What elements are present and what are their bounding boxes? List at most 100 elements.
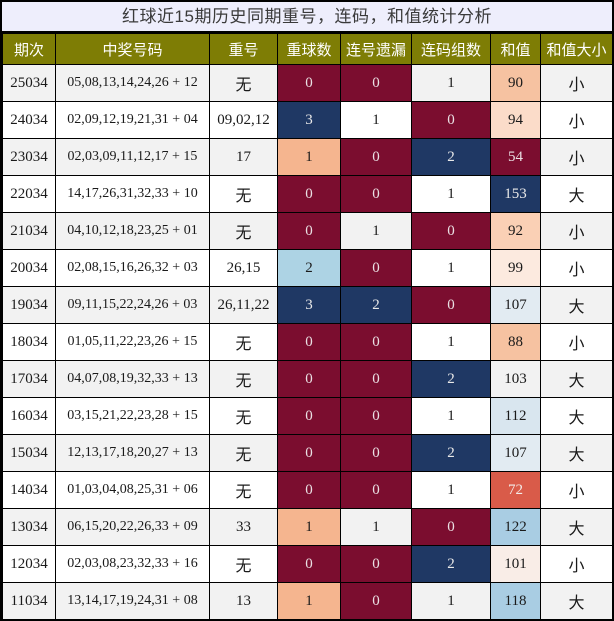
consecutive-miss-cell: 0 — [340, 64, 412, 102]
repeat-numbers-cell: 无 — [209, 434, 278, 472]
repeat-numbers-cell: 33 — [209, 508, 278, 546]
consecutive-groups-cell: 0 — [411, 286, 491, 324]
table-row: 22034 14,17,26,31,32,33 + 10 无 0 0 1 153 大 — [2, 175, 613, 213]
header-consecutive-miss: 连号遗漏 — [340, 33, 412, 65]
consecutive-miss-cell: 0 — [340, 434, 412, 472]
repeat-count-cell: 3 — [277, 101, 341, 139]
repeat-count-cell: 1 — [277, 508, 341, 546]
consecutive-miss-cell: 0 — [340, 323, 412, 361]
repeat-count-cell: 3 — [277, 286, 341, 324]
period-cell: 17034 — [2, 360, 56, 398]
repeat-numbers-cell: 无 — [209, 360, 278, 398]
period-cell: 25034 — [2, 64, 56, 102]
period-cell: 12034 — [2, 545, 56, 583]
repeat-count-cell: 0 — [277, 545, 341, 583]
consecutive-groups-cell: 1 — [411, 323, 491, 361]
consecutive-groups-cell: 1 — [411, 582, 491, 620]
sum-cell: 90 — [490, 64, 541, 102]
consecutive-miss-cell: 0 — [340, 249, 412, 287]
repeat-numbers-cell: 无 — [209, 471, 278, 509]
consecutive-groups-cell: 1 — [411, 471, 491, 509]
period-cell: 13034 — [2, 508, 56, 546]
consecutive-miss-cell: 0 — [340, 397, 412, 435]
consecutive-miss-cell: 1 — [340, 212, 412, 250]
consecutive-groups-cell: 2 — [411, 434, 491, 472]
sum-cell: 99 — [490, 249, 541, 287]
repeat-numbers-cell: 无 — [209, 545, 278, 583]
sum-cell: 103 — [490, 360, 541, 398]
consecutive-miss-cell: 0 — [340, 175, 412, 213]
header-winning-numbers: 中奖号码 — [55, 33, 210, 65]
winning-numbers-cell: 04,10,12,18,23,25 + 01 — [55, 212, 210, 250]
repeat-numbers-cell: 26,11,22 — [209, 286, 278, 324]
sum-size-cell: 大 — [540, 360, 613, 398]
table-row: 13034 06,15,20,22,26,33 + 09 33 1 1 0 122 大 — [2, 508, 613, 546]
winning-numbers-cell: 04,07,08,19,32,33 + 13 — [55, 360, 210, 398]
repeat-count-cell: 0 — [277, 175, 341, 213]
sum-cell: 153 — [490, 175, 541, 213]
sum-cell: 54 — [490, 138, 541, 176]
period-cell: 11034 — [2, 582, 56, 620]
sum-size-cell: 小 — [540, 323, 613, 361]
winning-numbers-cell: 14,17,26,31,32,33 + 10 — [55, 175, 210, 213]
table-row: 18034 01,05,11,22,23,26 + 15 无 0 0 1 88 小 — [2, 323, 613, 361]
consecutive-groups-cell: 2 — [411, 545, 491, 583]
sum-cell: 72 — [490, 471, 541, 509]
consecutive-miss-cell: 0 — [340, 471, 412, 509]
consecutive-groups-cell: 1 — [411, 64, 491, 102]
repeat-count-cell: 0 — [277, 323, 341, 361]
sum-size-cell: 大 — [540, 434, 613, 472]
repeat-count-cell: 0 — [277, 471, 341, 509]
repeat-count-cell: 1 — [277, 138, 341, 176]
repeat-numbers-cell: 无 — [209, 397, 278, 435]
repeat-count-cell: 0 — [277, 64, 341, 102]
sum-cell: 118 — [490, 582, 541, 620]
repeat-count-cell: 1 — [277, 582, 341, 620]
sum-size-cell: 大 — [540, 582, 613, 620]
table-row: 24034 02,09,12,19,21,31 + 04 09,02,12 3 1 0 94… — [2, 101, 613, 139]
repeat-numbers-cell: 17 — [209, 138, 278, 176]
consecutive-miss-cell: 0 — [340, 582, 412, 620]
winning-numbers-cell: 05,08,13,14,24,26 + 12 — [55, 64, 210, 102]
header-row: 期次 中奖号码 重号 重球数 连号遗漏 连码组数 和值 和值大小 — [2, 33, 613, 65]
period-cell: 23034 — [2, 138, 56, 176]
consecutive-miss-cell: 1 — [340, 508, 412, 546]
repeat-numbers-cell: 无 — [209, 175, 278, 213]
winning-numbers-cell: 02,09,12,19,21,31 + 04 — [55, 101, 210, 139]
sum-cell: 112 — [490, 397, 541, 435]
winning-numbers-cell: 01,03,04,08,25,31 + 06 — [55, 471, 210, 509]
repeat-count-cell: 0 — [277, 434, 341, 472]
consecutive-miss-cell: 0 — [340, 138, 412, 176]
period-cell: 19034 — [2, 286, 56, 324]
winning-numbers-cell: 02,03,09,11,12,17 + 15 — [55, 138, 210, 176]
period-cell: 22034 — [2, 175, 56, 213]
sum-cell: 107 — [490, 434, 541, 472]
page-title: 红球近15期历史同期重号，连码，和值统计分析 — [2, 2, 612, 33]
period-cell: 15034 — [2, 434, 56, 472]
table-row: 25034 05,08,13,14,24,26 + 12 无 0 0 1 90 小 — [2, 64, 613, 102]
repeat-numbers-cell: 无 — [209, 323, 278, 361]
consecutive-miss-cell: 0 — [340, 545, 412, 583]
table-row: 14034 01,03,04,08,25,31 + 06 无 0 0 1 72 小 — [2, 471, 613, 509]
period-cell: 21034 — [2, 212, 56, 250]
header-repeat-count: 重球数 — [277, 33, 341, 65]
sum-cell: 122 — [490, 508, 541, 546]
sum-cell: 94 — [490, 101, 541, 139]
period-cell: 20034 — [2, 249, 56, 287]
table-row: 19034 09,11,15,22,24,26 + 03 26,11,22 3 2 0 10… — [2, 286, 613, 324]
consecutive-miss-cell: 0 — [340, 360, 412, 398]
consecutive-groups-cell: 1 — [411, 249, 491, 287]
header-period: 期次 — [2, 33, 56, 65]
sum-size-cell: 大 — [540, 508, 613, 546]
sum-size-cell: 小 — [540, 101, 613, 139]
consecutive-miss-cell: 2 — [340, 286, 412, 324]
sum-cell: 88 — [490, 323, 541, 361]
sum-size-cell: 大 — [540, 286, 613, 324]
table-header: 期次 中奖号码 重号 重球数 连号遗漏 连码组数 和值 和值大小 — [2, 33, 613, 65]
repeat-numbers-cell: 09,02,12 — [209, 101, 278, 139]
sum-size-cell: 大 — [540, 175, 613, 213]
consecutive-groups-cell: 0 — [411, 508, 491, 546]
winning-numbers-cell: 13,14,17,19,24,31 + 08 — [55, 582, 210, 620]
table-row: 16034 03,15,21,22,23,28 + 15 无 0 0 1 112 大 — [2, 397, 613, 435]
